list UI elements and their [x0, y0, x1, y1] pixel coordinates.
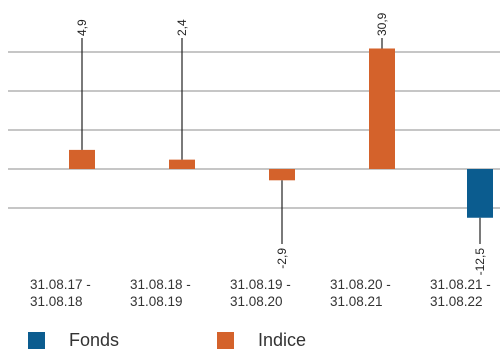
bar-indice-2	[269, 169, 295, 181]
data-label: -12,5	[473, 248, 487, 276]
data-label: 2,4	[175, 19, 189, 36]
x-tick-label: 31.08.19 -31.08.20	[230, 277, 291, 309]
legend-item-indice: Indice	[217, 330, 306, 351]
bars	[69, 48, 493, 218]
data-label: 30,9	[375, 12, 389, 36]
legend-label-fonds: Fonds	[69, 330, 120, 350]
bar-fonds-4	[467, 169, 493, 218]
legend-label-indice: Indice	[258, 330, 307, 350]
x-tick-label: 31.08.18 -31.08.19	[130, 277, 191, 309]
label-leaders	[81, 38, 481, 244]
bar-indice-0	[69, 149, 95, 169]
bar-indice-1	[169, 159, 195, 169]
data-label: 4,9	[75, 19, 89, 36]
data-label: -2,9	[275, 248, 289, 269]
x-tick-label: 31.08.20 -31.08.21	[330, 277, 391, 309]
x-tick-labels: 31.08.17 -31.08.18 31.08.18 -31.08.19 31.0…	[30, 277, 491, 309]
x-tick-label: 31.08.21 -31.08.22	[430, 277, 491, 309]
legend: Fonds Indice	[0, 330, 500, 351]
legend-item-fonds: Fonds	[28, 330, 119, 351]
x-tick-label: 31.08.17 -31.08.18	[30, 277, 91, 309]
legend-swatch-fonds	[28, 332, 45, 349]
bar-indice-3	[369, 48, 395, 169]
legend-swatch-indice	[217, 332, 234, 349]
data-labels: 4,92,4-2,930,9-12,5-7,9	[75, 12, 487, 276]
